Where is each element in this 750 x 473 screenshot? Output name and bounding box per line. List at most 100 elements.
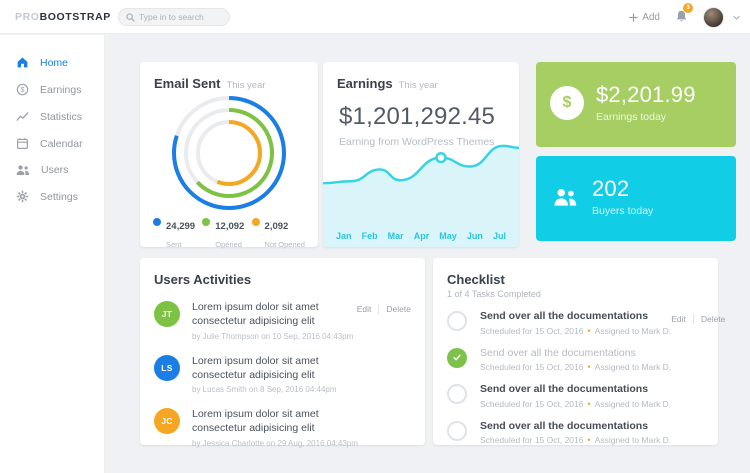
sidebar-item-statistics[interactable]: Statistics (0, 103, 104, 130)
legend-value: 12,092 (215, 221, 245, 232)
notification-badge: 3 (683, 2, 693, 13)
month-label: May (439, 231, 457, 241)
bullet-icon: • (587, 325, 591, 336)
app-logo: PROBOOTSTRAP (15, 11, 111, 23)
card-subtitle: This year (226, 80, 266, 91)
bullet-icon: • (587, 362, 591, 373)
ellipsis-menu-icon[interactable] (714, 164, 728, 168)
earnings-caption: Earning from WordPress Themes (339, 136, 495, 148)
month-label: Mar (387, 231, 404, 241)
earnings-today-card: $ $2,201.99 Earnings today (536, 62, 736, 147)
checklist-item: Send over all the documentations Schedul… (433, 347, 718, 373)
sidebar-item-label: Home (40, 56, 69, 69)
legend-item-sent: 24,299 Sent (153, 216, 195, 252)
month-label: Jan (336, 231, 352, 241)
bullet-icon: • (587, 398, 591, 409)
ellipsis-menu-icon[interactable] (290, 84, 304, 88)
delete-link[interactable]: Delete (378, 304, 411, 314)
task-text: Send over all the documentations (480, 383, 649, 396)
sidebar-item-earnings[interactable]: $ Earnings (0, 76, 104, 103)
add-button[interactable]: Add (629, 12, 660, 23)
dollar-icon: $ (550, 85, 584, 120)
legend-item-not-opened: 2,092 Not Opened (251, 216, 305, 252)
search-icon (126, 12, 135, 22)
avatar: LS (154, 354, 180, 381)
users-icon (16, 165, 30, 175)
legend-dot-opened (202, 218, 211, 226)
checklist-item: Send over all the documentations Schedul… (433, 384, 718, 409)
logo-text-bootstrap: BOOTSTRAP (39, 10, 111, 23)
month-label: Apr (413, 231, 430, 241)
chart-line-icon (16, 112, 29, 121)
donut-legend: 24,299 Sent 12,092 Opened 2,092 Not Opened (140, 216, 318, 252)
add-button-label: Add (642, 11, 660, 23)
chevron-down-icon[interactable] (733, 15, 740, 20)
buyers-today-amount: 202 (592, 176, 630, 201)
checklist-item: Send over all the documentations Schedul… (433, 420, 718, 446)
card-title: Users Activities (154, 272, 252, 287)
month-label: Jul (492, 231, 506, 241)
activity-meta: by Lucas Smith on 8 Sep, 2016 04:44pm (192, 385, 337, 395)
task-meta: Scheduled for 15 Oct, 2016 • Assigned to M… (480, 325, 672, 336)
activity-text: Lorem ipsum dolor sit amet consectetur a… (192, 354, 319, 381)
task-text: Send over all the documentations (480, 310, 649, 322)
email-donut-chart (172, 96, 286, 210)
topbar: PROBOOTSTRAP Add 3 (0, 0, 750, 34)
ellipsis-menu-icon[interactable] (397, 280, 411, 284)
sidebar-item-calendar[interactable]: Calendar (0, 130, 104, 157)
sidebar-item-home[interactable]: Home (0, 49, 104, 76)
edit-link[interactable]: Edit (356, 304, 372, 314)
avatar: JT (154, 301, 180, 327)
task-checkbox[interactable] (447, 311, 467, 331)
sidebar-item-label: Earnings (40, 83, 82, 96)
svg-text:$: $ (21, 87, 25, 94)
card-subtitle: This year (398, 80, 438, 91)
users-activities-card: Users Activities JT Lorem ipsum dolor si… (140, 258, 425, 448)
legend-dot-sent (153, 218, 161, 226)
earnings-area-chart (323, 144, 519, 247)
task-checkbox[interactable] (447, 420, 467, 441)
activity-text: Lorem ipsum dolor sit amet consectetur a… (192, 301, 319, 327)
email-sent-card: Email Sent This year 24,299 Sent 12,092 Op… (140, 62, 318, 249)
sidebar-item-label: Users (41, 164, 69, 176)
task-checkbox[interactable] (447, 384, 467, 405)
earnings-today-label: Earnings today (596, 111, 667, 123)
ellipsis-menu-icon[interactable] (690, 280, 704, 284)
sidebar-item-users[interactable]: Users (0, 157, 104, 183)
search-input[interactable] (139, 12, 222, 22)
delete-link[interactable]: Delete (692, 314, 725, 324)
legend-value: 2,092 (264, 221, 289, 232)
month-axis: Jan Feb Mar Apr May Jun Jul (336, 231, 506, 241)
plus-icon (629, 12, 638, 22)
activity-item: LS Lorem ipsum dolor sit amet consectetu… (140, 354, 425, 395)
legend-label: Not Opened (264, 240, 305, 249)
checklist-item: Send over all the documentations Schedul… (433, 310, 725, 336)
earnings-today-amount: $2,201.99 (596, 82, 696, 107)
card-title: Checklist (447, 272, 505, 287)
earnings-amount: $1,201,292.45 (339, 103, 496, 130)
search-box[interactable] (118, 8, 230, 26)
sidebar: Home $ Earnings Statistics Calendar User… (0, 35, 105, 473)
notifications-button[interactable]: 3 (675, 2, 693, 28)
check-icon (453, 354, 461, 361)
task-meta: Scheduled for 15 Oct, 2016 • Assigned to M… (480, 362, 672, 373)
task-checkbox-checked[interactable] (447, 347, 467, 368)
legend-label: Sent (166, 240, 182, 249)
buyers-icon (554, 188, 576, 206)
activity-meta: by Jessica Charlotte on 29 Aug, 2016 04:… (192, 439, 358, 449)
ellipsis-menu-icon[interactable] (491, 84, 505, 88)
user-avatar[interactable] (703, 6, 724, 28)
earnings-card: Earnings This year $1,201,292.45 Earning… (323, 62, 519, 247)
home-icon (17, 57, 28, 68)
sidebar-item-settings[interactable]: Settings (0, 183, 104, 210)
dollar-glyph: $ (562, 93, 572, 111)
activity-meta: by Julie Thompson on 10 Sep, 2016 04:43p… (192, 331, 354, 341)
month-label: Jun (466, 231, 483, 241)
calendar-icon (17, 138, 28, 149)
task-meta: Scheduled for 15 Oct, 2016 • Assigned to M… (480, 435, 672, 446)
card-title: Email Sent (154, 76, 221, 91)
avatar: JC (154, 408, 180, 435)
activity-item: JC Lorem ipsum dolor sit amet consectetu… (140, 408, 425, 448)
ellipsis-menu-icon[interactable] (714, 70, 728, 74)
edit-link[interactable]: Edit (671, 314, 686, 324)
